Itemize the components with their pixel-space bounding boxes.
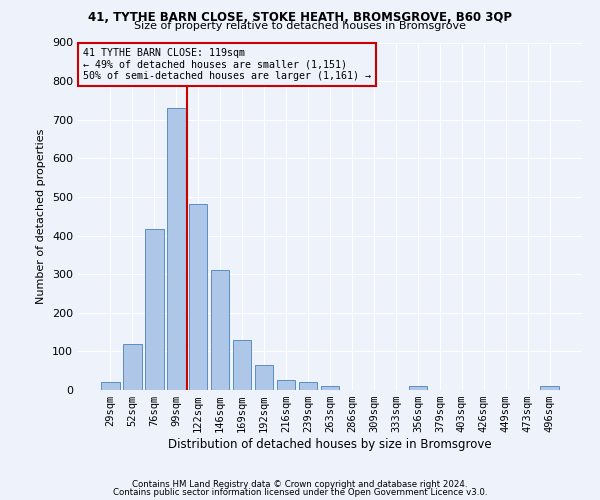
Bar — [145, 228, 164, 390]
Bar — [167, 108, 185, 390]
Bar — [299, 382, 317, 390]
Text: 41 TYTHE BARN CLOSE: 119sqm
← 49% of detached houses are smaller (1,151)
50% of : 41 TYTHE BARN CLOSE: 119sqm ← 49% of det… — [83, 48, 371, 81]
Y-axis label: Number of detached properties: Number of detached properties — [37, 128, 46, 304]
Bar — [189, 204, 208, 390]
Text: 41, TYTHE BARN CLOSE, STOKE HEATH, BROMSGROVE, B60 3QP: 41, TYTHE BARN CLOSE, STOKE HEATH, BROMS… — [88, 11, 512, 24]
Bar — [320, 386, 340, 390]
Bar — [277, 380, 295, 390]
X-axis label: Distribution of detached houses by size in Bromsgrove: Distribution of detached houses by size … — [168, 438, 492, 451]
Bar — [409, 386, 427, 390]
Bar — [541, 386, 559, 390]
Bar — [101, 382, 119, 390]
Bar — [211, 270, 229, 390]
Text: Contains HM Land Registry data © Crown copyright and database right 2024.: Contains HM Land Registry data © Crown c… — [132, 480, 468, 489]
Bar — [233, 340, 251, 390]
Bar — [255, 365, 274, 390]
Bar — [123, 344, 142, 390]
Text: Size of property relative to detached houses in Bromsgrove: Size of property relative to detached ho… — [134, 21, 466, 31]
Text: Contains public sector information licensed under the Open Government Licence v3: Contains public sector information licen… — [113, 488, 487, 497]
